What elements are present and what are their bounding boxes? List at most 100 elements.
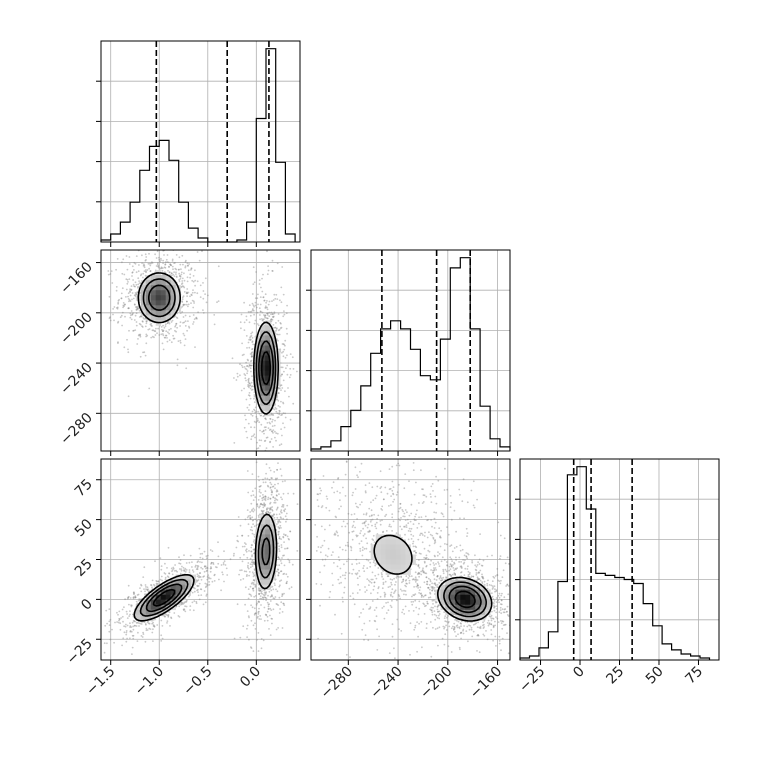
sample-point [258,607,260,610]
sample-point [179,321,182,324]
sample-point [281,595,283,598]
sample-point [270,493,273,496]
sample-point [275,439,277,442]
sample-point [276,262,279,265]
sample-point [301,601,303,603]
sample-point [275,408,278,410]
sample-point [266,508,268,511]
sample-point [226,574,229,576]
sample-point [257,589,260,591]
sample-point [415,519,417,521]
sample-point [257,613,260,615]
sample-point [180,286,183,289]
sample-point [272,496,275,498]
sample-point [284,515,287,518]
sample-point [276,298,279,300]
sample-point [498,611,501,613]
density-cell [175,295,181,301]
sample-point [470,575,473,578]
sample-point [275,327,278,329]
sample-point [368,507,371,510]
sample-point [380,491,383,494]
sample-point [231,453,233,455]
sample-point [248,377,250,380]
density-cell [255,335,261,341]
sample-point [403,512,406,515]
sample-point [296,526,298,528]
sample-point [492,639,494,642]
sample-point [429,596,432,599]
sample-point [432,588,435,590]
sample-point [344,571,347,574]
sample-point [493,585,496,588]
sample-point [440,529,442,532]
sample-point [268,628,270,630]
sample-point [392,520,395,523]
sample-point [280,414,282,416]
density-cell [260,519,266,525]
sample-point [413,628,416,631]
sample-point [133,620,136,622]
sample-point [476,634,479,637]
sample-point [453,628,456,630]
sample-point [282,535,285,538]
sample-point [184,610,187,613]
sample-point [135,625,138,627]
sample-point [162,330,164,333]
sample-point [209,567,212,570]
sample-point [420,596,423,598]
sample-point [277,387,280,389]
sample-point [236,535,239,537]
sample-point [362,513,365,516]
sample-point [406,511,408,514]
sample-point [437,610,439,613]
sample-point [129,597,132,599]
sample-point [423,547,426,550]
pair-content [107,250,300,455]
sample-point [273,513,275,516]
sample-point [423,603,425,606]
sample-point [245,315,248,318]
sample-point [159,267,162,270]
sample-point [191,279,194,282]
sample-point [410,533,413,536]
sample-point [213,314,216,316]
sample-point [359,589,361,591]
sample-point [284,508,287,511]
sample-point [133,261,136,264]
sample-point [205,301,208,304]
sample-point [376,649,379,651]
sample-point [149,323,152,326]
sample-point [331,584,334,586]
sample-point [195,579,198,581]
sample-point [413,550,415,553]
sample-point [253,607,256,610]
sample-point [428,588,431,591]
sample-point [366,567,369,569]
sample-point [249,585,252,588]
sample-point [501,637,504,640]
sample-point [499,603,502,605]
sample-point [433,589,436,592]
sample-point [493,609,496,612]
sample-point [186,264,189,267]
sample-point [149,270,152,272]
sample-point [174,325,177,328]
sample-point [156,583,159,585]
sample-point [416,579,419,581]
sample-point [271,514,274,517]
sample-point [277,627,279,629]
sample-point [178,256,181,259]
sample-point [134,294,137,296]
sample-point [356,592,359,594]
sample-point [250,546,253,549]
sample-point [278,526,281,529]
sample-point [209,570,212,573]
sample-point [264,293,267,296]
sample-point [248,382,251,385]
sample-point [198,572,201,575]
sample-point [171,573,174,576]
sample-point [97,624,99,626]
sample-point [493,607,495,609]
sample-point [486,587,489,590]
